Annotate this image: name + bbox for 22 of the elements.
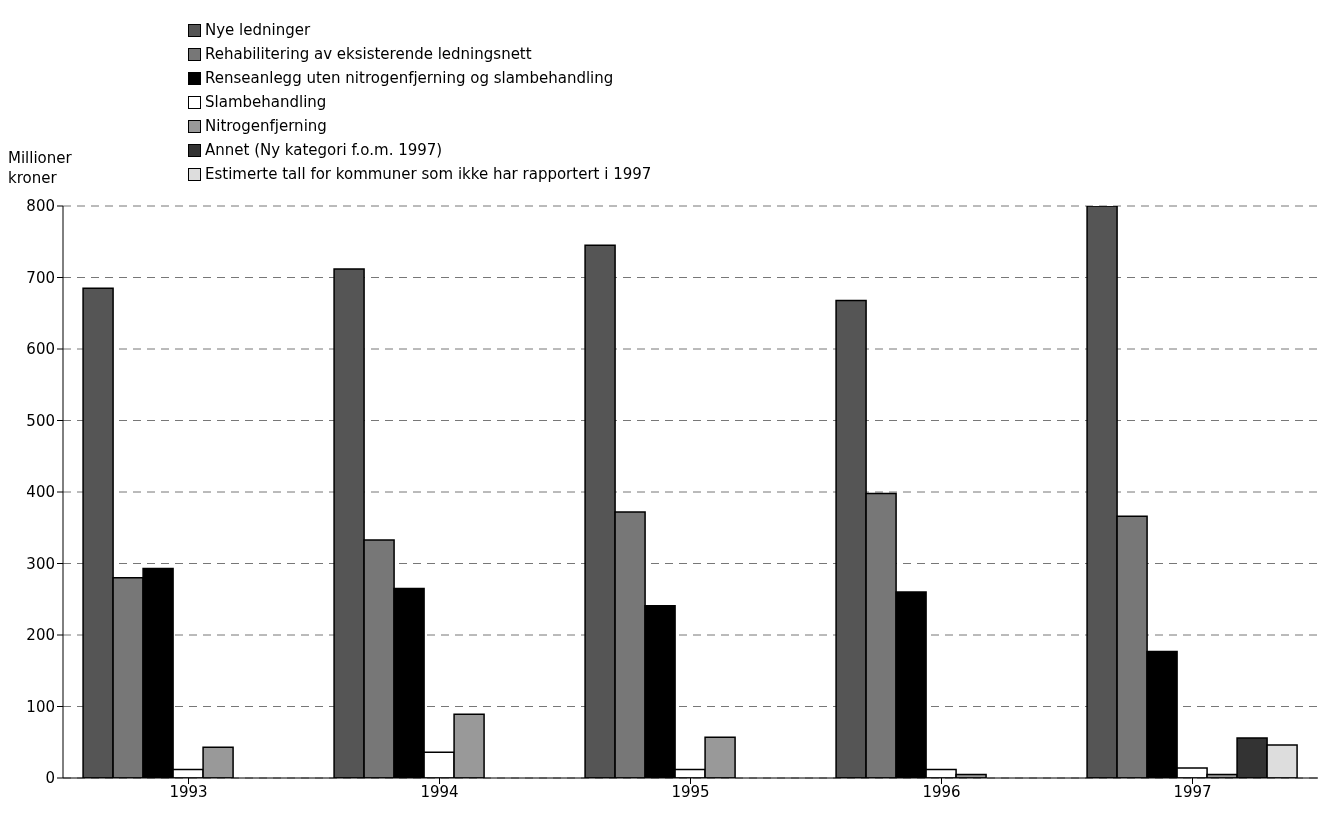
y-tick-label: 700: [26, 268, 55, 287]
legend-label: Nye ledninger: [205, 21, 311, 39]
legend-label: Annet (Ny kategori f.o.m. 1997): [205, 141, 443, 159]
x-tick-label: 1993: [169, 782, 208, 801]
y-tick-label: 400: [26, 483, 55, 502]
legend-label: Rehabilitering av eksisterende ledningsnett: [205, 45, 532, 63]
y-tick-label: 600: [26, 340, 55, 359]
x-tick-label: 1994: [420, 782, 459, 801]
y-tick-label: 300: [26, 554, 55, 573]
legend-label: Renseanlegg uten nitrogenfjerning og slambehandling: [205, 69, 614, 87]
x-tick-label: 1995: [671, 782, 710, 801]
y-axis-title: Millioner kroner: [8, 148, 73, 188]
y-tick-label: 200: [26, 626, 55, 645]
y-tick-label: 0: [45, 769, 55, 788]
x-tick-label: 1997: [1173, 782, 1212, 801]
y-tick-label: 100: [26, 697, 55, 716]
y-tick-label: 800: [26, 197, 55, 216]
legend-label: Estimerte tall for kommuner som ikke har rapportert i 1997: [205, 165, 652, 183]
y-tick-label: 500: [26, 411, 55, 430]
x-tick-label: 1996: [922, 782, 961, 801]
legend-label: Nitrogenfjerning: [205, 117, 327, 135]
legend-label: Slambehandling: [205, 93, 327, 111]
